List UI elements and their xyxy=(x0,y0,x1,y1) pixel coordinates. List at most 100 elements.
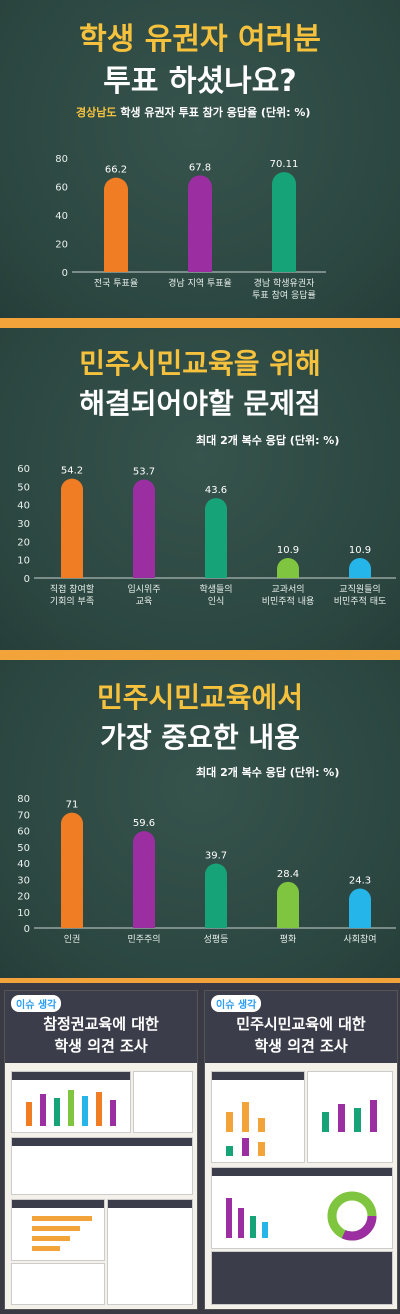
y-tick-label: 0 xyxy=(24,574,30,585)
data-label: 67.8 xyxy=(189,162,211,173)
y-tick-label: 20 xyxy=(17,892,30,903)
x-tick-label: 직접 참여할 xyxy=(50,583,94,595)
y-tick-label: 30 xyxy=(17,875,30,886)
poster-section-header xyxy=(212,1072,304,1080)
poster-section-chart xyxy=(11,1071,131,1133)
panel-problems: 민주시민교육을 위해 해결되어야할 문제점 최대 2개 복수 응답 (단위: %… xyxy=(0,328,400,650)
poster-mini-donut xyxy=(226,1191,377,1241)
data-label: 70.11 xyxy=(270,159,299,170)
subtitle-text: 학생 유권자 투표 참가 응답율 (단위: %) xyxy=(116,106,311,119)
poster-section-header xyxy=(12,1138,192,1146)
poster-section-chart-2 xyxy=(307,1071,393,1163)
y-tick-label: 10 xyxy=(17,556,30,567)
panel-voting: 학생 유권자 여러분 투표 하셨나요? 경상남도 학생 유권자 투표 참가 응답… xyxy=(0,0,400,318)
panel-contents: 민주시민교육에서 가장 중요한 내용 최대 2개 복수 응답 (단위: %) 0… xyxy=(0,660,400,978)
poster-section-opinion xyxy=(107,1199,193,1305)
y-tick-label: 60 xyxy=(55,183,68,194)
bar xyxy=(349,888,371,928)
y-tick-label: 50 xyxy=(17,843,30,854)
divider-stripe xyxy=(0,318,400,328)
x-tick-label: 경남 학생유권자 xyxy=(254,277,316,289)
y-tick-label: 0 xyxy=(24,924,30,935)
y-tick-label: 80 xyxy=(17,794,30,805)
bar xyxy=(272,172,296,272)
panel-title-line2: 가장 중요한 내용 xyxy=(100,721,300,754)
bar xyxy=(133,831,155,928)
y-tick-label: 30 xyxy=(17,519,30,530)
x-tick-label: 전국 투표율 xyxy=(94,278,138,289)
x-tick-label: 교육 xyxy=(136,596,153,607)
y-tick-label: 40 xyxy=(17,501,30,512)
poster-mini-bars xyxy=(226,1102,265,1156)
poster-title-line2: 학생 의견 조사 xyxy=(254,1037,348,1055)
y-tick-label: 20 xyxy=(17,537,30,548)
x-tick-label: 교과서의 xyxy=(271,584,304,595)
poster-section-bottom xyxy=(211,1167,393,1249)
bar xyxy=(205,498,227,578)
panel-title-line1: 민주시민교육을 위해 xyxy=(79,347,321,380)
x-tick-label: 비민주적 내용 xyxy=(262,595,315,607)
subtitle-region: 경상남도 xyxy=(76,106,117,119)
y-tick-label: 10 xyxy=(17,908,30,919)
data-label: 54.2 xyxy=(61,466,83,477)
poster-mini-bars xyxy=(322,1100,377,1132)
poster-mini-bars xyxy=(26,1090,116,1126)
x-tick-label: 민주주의 xyxy=(127,934,160,945)
bar xyxy=(133,479,155,578)
poster-section-chart xyxy=(211,1071,305,1163)
poster-title-line1: 참정권교육에 대한 xyxy=(43,1015,159,1033)
poster-section-illustration xyxy=(211,1251,393,1305)
chart-subtitle: 경상남도 학생 유권자 투표 참가 응답율 (단위: %) xyxy=(76,104,310,120)
panel-title-line1: 민주시민교육에서 xyxy=(96,681,304,714)
poster-section-header xyxy=(212,1168,392,1176)
y-tick-label: 20 xyxy=(55,240,68,251)
data-label: 10.9 xyxy=(349,545,371,556)
panel-title-line2: 투표 하셨나요? xyxy=(103,64,297,99)
divider-stripe xyxy=(0,650,400,660)
x-tick-label: 경남 지역 투표율 xyxy=(168,277,232,289)
y-tick-label: 40 xyxy=(17,859,30,870)
bar-chart-contents: 0 10 20 30 40 50 60 70 80 71 인권 59.6 민주주의 39.7 성평등 28.4… xyxy=(17,794,396,945)
x-tick-label: 사회참여 xyxy=(343,933,376,945)
data-label: 71 xyxy=(66,800,79,811)
y-tick-label: 60 xyxy=(17,827,30,838)
y-tick-label: 70 xyxy=(17,810,30,821)
data-label: 43.6 xyxy=(205,485,227,496)
poster-left: 이슈 생각 참정권교육에 대한 학생 의견 조사 xyxy=(4,990,198,1310)
bar xyxy=(61,812,83,928)
bar xyxy=(104,177,128,272)
x-tick-label: 성평등 xyxy=(204,934,229,945)
x-tick-label: 학생들의 xyxy=(199,584,232,595)
y-tick-label: 80 xyxy=(55,154,68,165)
x-tick-label: 인권 xyxy=(64,933,81,945)
data-label: 53.7 xyxy=(133,467,155,478)
poster-section-illustration xyxy=(11,1137,193,1195)
poster-section-header xyxy=(108,1200,192,1208)
data-label: 10.9 xyxy=(277,545,299,556)
y-tick-label: 60 xyxy=(17,464,30,475)
poster-section-hbars xyxy=(11,1199,105,1261)
y-tick-label: 50 xyxy=(17,482,30,493)
bar xyxy=(277,558,299,578)
y-tick-label: 40 xyxy=(55,211,68,222)
y-tick-label: 0 xyxy=(62,268,68,279)
poster-right: 이슈 생각 민주시민교육에 대한 학생 의견 조사 xyxy=(204,990,398,1310)
bar-chart-voting: 0 20 40 60 80 66.2 전국 투표율 67.8 경남 지역 투표율 70.11 경남 … xyxy=(55,154,326,301)
bar xyxy=(277,881,299,928)
panel-title-line1: 학생 유권자 여러분 xyxy=(79,22,321,57)
poster-section-text xyxy=(133,1071,193,1133)
panel-title-line2: 해결되어야할 문제점 xyxy=(79,387,321,420)
chart-subtitle: 최대 2개 복수 응답 (단위: %) xyxy=(196,766,340,779)
bar xyxy=(349,558,371,578)
data-label: 66.2 xyxy=(105,165,127,176)
data-label: 24.3 xyxy=(349,876,371,887)
divider-stripe xyxy=(0,978,400,983)
poster-title-line2: 학생 의견 조사 xyxy=(54,1037,148,1055)
x-tick-label: 입시위주 xyxy=(127,583,160,595)
data-label: 39.7 xyxy=(205,850,227,861)
poster-logo: 이슈 생각 xyxy=(11,995,62,1012)
data-label: 59.6 xyxy=(133,818,155,829)
x-tick-label: 비민주적 태도 xyxy=(334,595,387,607)
poster-section-header xyxy=(12,1072,130,1080)
poster-title-line1: 민주시민교육에 대한 xyxy=(236,1015,366,1033)
